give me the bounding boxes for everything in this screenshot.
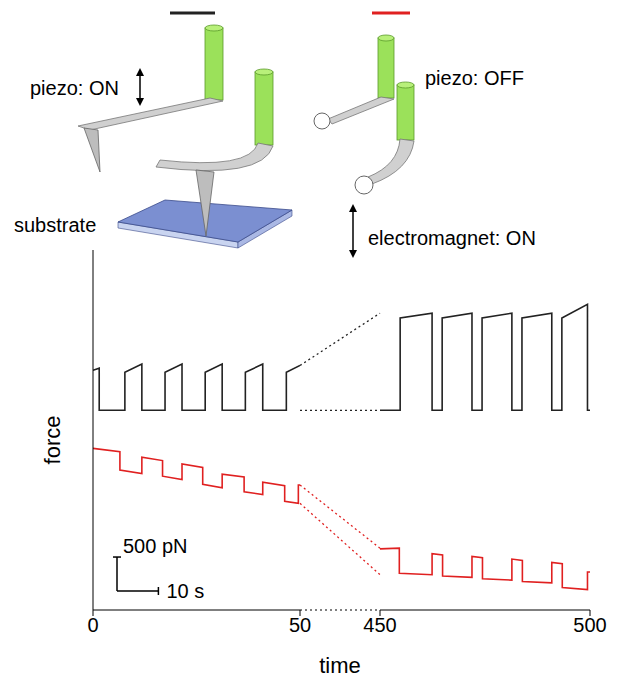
- svg-text:500: 500: [573, 614, 606, 636]
- svg-text:piezo: OFF: piezo: OFF: [425, 67, 524, 89]
- svg-text:time: time: [319, 653, 361, 678]
- svg-text:0: 0: [87, 614, 98, 636]
- svg-text:450: 450: [363, 614, 396, 636]
- svg-text:force: force: [40, 416, 65, 465]
- svg-text:10 s: 10 s: [166, 580, 204, 602]
- svg-text:electromagnet: ON: electromagnet: ON: [368, 227, 536, 249]
- svg-text:piezo: ON: piezo: ON: [30, 77, 119, 99]
- svg-text:500 pN: 500 pN: [123, 535, 188, 557]
- svg-text:50: 50: [289, 614, 311, 636]
- svg-text:substrate: substrate: [14, 214, 96, 236]
